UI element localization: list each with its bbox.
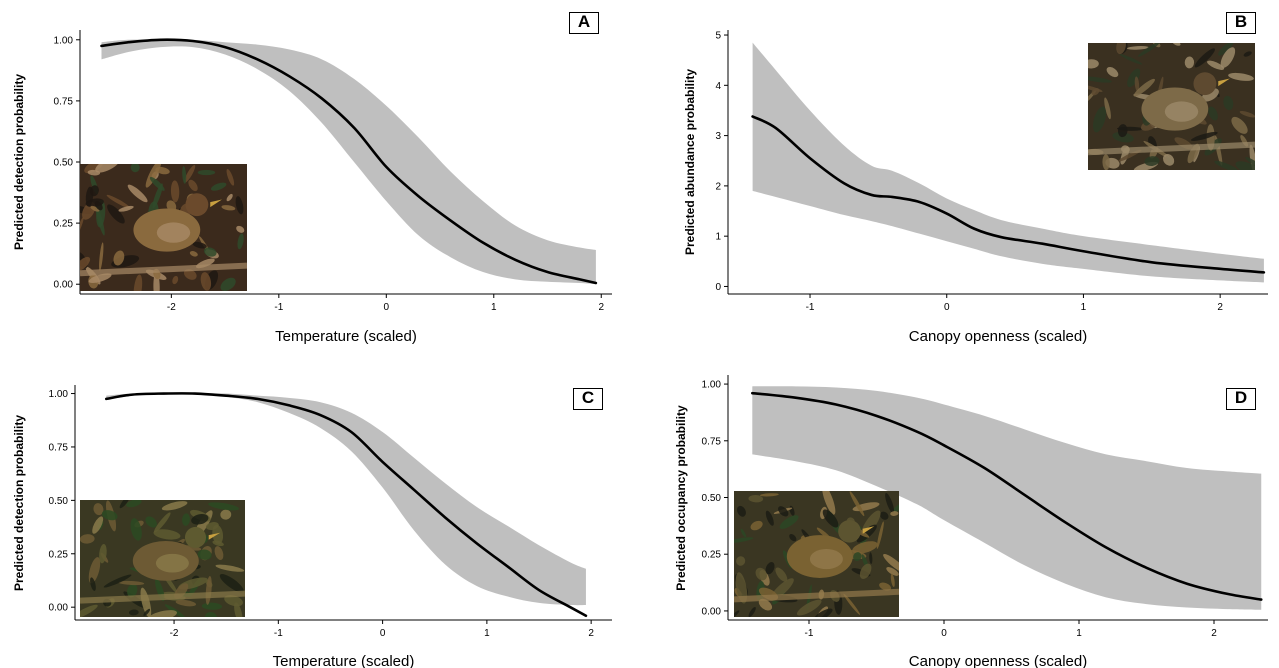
x-axis-label-a: Temperature (scaled) <box>275 328 417 345</box>
y-tick-label: 1.00 <box>54 35 74 46</box>
y-tick-label: 0.75 <box>54 96 74 107</box>
y-axis-label-a: Predicted detection probability <box>12 73 26 251</box>
prediction-line-c <box>104 392 588 618</box>
y-tick-label: 0.00 <box>702 606 722 617</box>
x-axis-label-c: Temperature (scaled) <box>273 653 415 668</box>
bird-beak <box>210 199 222 208</box>
x-tick-label: -1 <box>274 302 283 313</box>
confidence-band-a <box>101 39 596 285</box>
x-axis-label-d: Canopy openness (scaled) <box>909 653 1087 668</box>
x-tick-label: 0 <box>941 628 947 639</box>
panel-label-a: A <box>569 12 599 34</box>
y-tick-label: 0.50 <box>49 496 69 507</box>
x-tick-label: 1 <box>491 302 497 313</box>
prediction-line-b <box>751 115 1266 274</box>
bird-beak <box>862 526 875 534</box>
x-tick-label: 0 <box>944 302 950 313</box>
y-tick-label: 5 <box>715 31 721 42</box>
x-tick-label: 1 <box>1081 302 1087 313</box>
y-tick-label: 0.00 <box>49 603 69 614</box>
bird-photo-d <box>734 491 899 617</box>
bird-head <box>184 526 207 548</box>
prediction-line-d <box>751 391 1263 601</box>
bird-head <box>1193 72 1217 96</box>
x-tick-label: 2 <box>598 302 604 313</box>
x-tick-label: 0 <box>384 302 390 313</box>
bird-photo-a <box>80 164 247 291</box>
confidence-band-d <box>752 386 1262 610</box>
x-tick-label: 2 <box>1217 302 1223 313</box>
y-tick-label: 1.00 <box>702 380 722 391</box>
y-tick-label: 0.75 <box>49 442 69 453</box>
y-tick-label: 3 <box>715 131 721 142</box>
x-tick-label: -1 <box>806 302 815 313</box>
x-tick-label: 2 <box>1211 628 1217 639</box>
x-tick-label: -2 <box>170 628 179 639</box>
y-tick-label: 0.50 <box>702 493 722 504</box>
panel-label-d: D <box>1226 388 1256 410</box>
bird-photo-c <box>80 500 245 617</box>
confidence-band-c <box>106 393 586 606</box>
x-tick-label: -2 <box>167 302 176 313</box>
x-tick-label: 0 <box>380 628 386 639</box>
prediction-line-a <box>100 38 598 285</box>
y-axis-label-c: Predicted detection probability <box>12 414 26 591</box>
y-tick-label: 0.50 <box>54 158 74 169</box>
y-axis-label-b: Predicted abundance probability <box>683 68 697 256</box>
panel-d: -1 0 1 2 0.00 0.25 0.50 0.75 1.00 Canopy openness… <box>702 375 1268 668</box>
x-tick-label: -1 <box>805 628 814 639</box>
y-tick-label: 0.75 <box>702 436 722 447</box>
y-tick-label: 1.00 <box>49 389 69 400</box>
y-tick-label: 0.25 <box>49 549 69 560</box>
bird-head <box>838 519 861 543</box>
bird-photo-b <box>1088 43 1255 170</box>
bird-beak <box>208 532 221 540</box>
confidence-band-b <box>752 42 1264 283</box>
panel-a: -2 -1 0 1 2 0.00 0.25 0.50 0.75 1.00 Temperature (… <box>54 30 612 345</box>
panel-b: -1 0 1 2 0 1 2 3 4 5 Canopy openness (scaled) <box>715 30 1268 345</box>
panel-label-b: B <box>1226 12 1256 34</box>
x-tick-label: -1 <box>274 628 283 639</box>
y-tick-label: 0.25 <box>54 219 74 230</box>
x-tick-label: 2 <box>588 628 594 639</box>
x-axis-label-b: Canopy openness (scaled) <box>909 328 1087 345</box>
y-tick-label: 0.00 <box>54 280 74 291</box>
y-tick-label: 0.25 <box>702 550 722 561</box>
bird-head <box>185 193 209 217</box>
y-tick-label: 0 <box>715 282 721 293</box>
x-tick-label: 1 <box>1076 628 1082 639</box>
y-tick-label: 1 <box>715 232 721 243</box>
y-axis-label-d: Predicted occupancy probability <box>674 404 688 591</box>
panel-label-c: C <box>573 388 603 410</box>
x-tick-label: 1 <box>484 628 490 639</box>
y-tick-label: 2 <box>715 181 721 192</box>
y-tick-label: 4 <box>715 81 721 92</box>
panel-c: -2 -1 0 1 2 0.00 0.25 0.50 0.75 1.00 Temperature (… <box>49 385 612 668</box>
bird-beak <box>1218 78 1230 87</box>
